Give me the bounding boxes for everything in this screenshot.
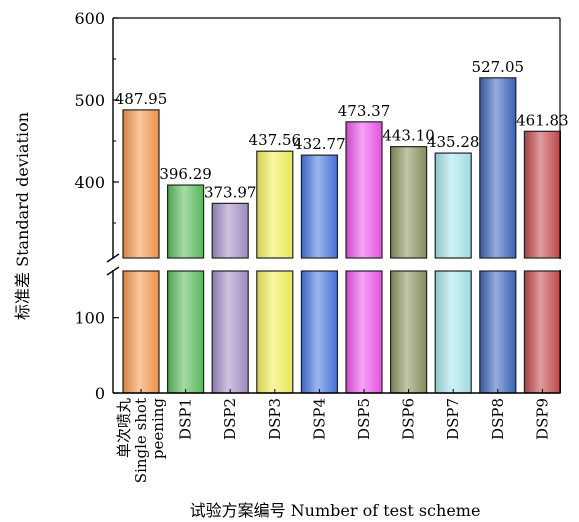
category-label-0-line-1: Single shot <box>132 398 150 483</box>
bar-4-lower <box>300 270 338 394</box>
category-label-2: DSP2 <box>221 398 239 440</box>
category-label-3-line-0: DSP3 <box>266 398 284 440</box>
bar-6-lower <box>390 270 428 394</box>
category-label-7-line-0: DSP7 <box>444 398 462 440</box>
bars-layer <box>122 77 562 394</box>
bar-6-upper <box>390 146 428 259</box>
bar-8-upper <box>479 77 517 259</box>
labels-layer: 487.95 单次喷丸 Single shot peening 396.29 DSP1 37… <box>74 9 568 483</box>
axis-break-mark-2 <box>106 266 120 276</box>
bar-9-upper <box>523 130 562 259</box>
axis-break-mark-1 <box>106 253 120 263</box>
category-label-0-line-0: 单次喷丸 <box>115 398 133 458</box>
bar-1-lower <box>167 270 205 394</box>
bar-9-lower <box>523 270 562 394</box>
category-label-9-line-0: DSP9 <box>533 398 551 440</box>
bar-2-lower <box>211 270 249 394</box>
bar-7-lower <box>434 270 472 394</box>
category-label-3: DSP3 <box>266 398 284 440</box>
category-label-5-line-0: DSP5 <box>355 398 373 440</box>
data-label-7: 435.28 <box>427 133 480 151</box>
category-label-8: DSP8 <box>489 398 507 440</box>
category-label-8-line-0: DSP8 <box>489 398 507 440</box>
y-axis-title: 标准差 Standard deviation <box>13 112 32 320</box>
data-label-0: 487.95 <box>115 90 168 108</box>
x-axis-title: 试验方案编号 Number of test scheme <box>190 501 481 520</box>
y-tick-label-0: 0 <box>95 384 105 403</box>
category-label-4-line-0: DSP4 <box>310 398 328 440</box>
bar-3-lower <box>256 270 294 394</box>
y-tick-label-1: 100 <box>74 309 105 328</box>
bar-3-upper <box>256 150 294 259</box>
category-label-2-line-0: DSP2 <box>221 398 239 440</box>
category-label-7: DSP7 <box>444 398 462 440</box>
data-label-2: 373.97 <box>204 183 257 201</box>
data-label-5: 473.37 <box>338 102 391 120</box>
bar-4-upper <box>300 154 338 259</box>
y-tick-label-4: 600 <box>74 9 105 28</box>
category-label-9: DSP9 <box>533 398 551 440</box>
category-label-1: DSP1 <box>177 398 195 440</box>
data-label-8: 527.05 <box>472 58 525 76</box>
bar-7-upper <box>434 152 472 259</box>
data-label-4: 432.77 <box>293 135 346 153</box>
bar-0-lower <box>122 270 160 394</box>
axis-break-gap <box>99 259 566 270</box>
category-label-1-line-0: DSP1 <box>177 398 195 440</box>
category-label-6-line-0: DSP6 <box>400 398 418 440</box>
bar-8-lower <box>479 270 517 394</box>
bar-5-lower <box>345 270 383 394</box>
data-label-3: 437.56 <box>249 131 302 149</box>
category-label-5: DSP5 <box>355 398 373 440</box>
bar-0-upper <box>122 109 160 259</box>
category-label-4: DSP4 <box>310 398 328 440</box>
y-tick-label-3: 500 <box>74 91 105 110</box>
y-tick-label-2: 400 <box>74 173 105 192</box>
axes-layer <box>99 17 566 394</box>
category-label-0: 单次喷丸 Single shot peening <box>115 398 167 484</box>
bar-2-upper <box>211 202 249 259</box>
data-label-9: 461.83 <box>516 111 569 129</box>
bar-1-upper <box>167 184 205 259</box>
category-label-0-line-2: peening <box>149 398 167 459</box>
category-label-6: DSP6 <box>400 398 418 440</box>
data-label-1: 396.29 <box>159 165 212 183</box>
bar-5-upper <box>345 121 383 259</box>
data-label-6: 443.10 <box>382 127 435 145</box>
